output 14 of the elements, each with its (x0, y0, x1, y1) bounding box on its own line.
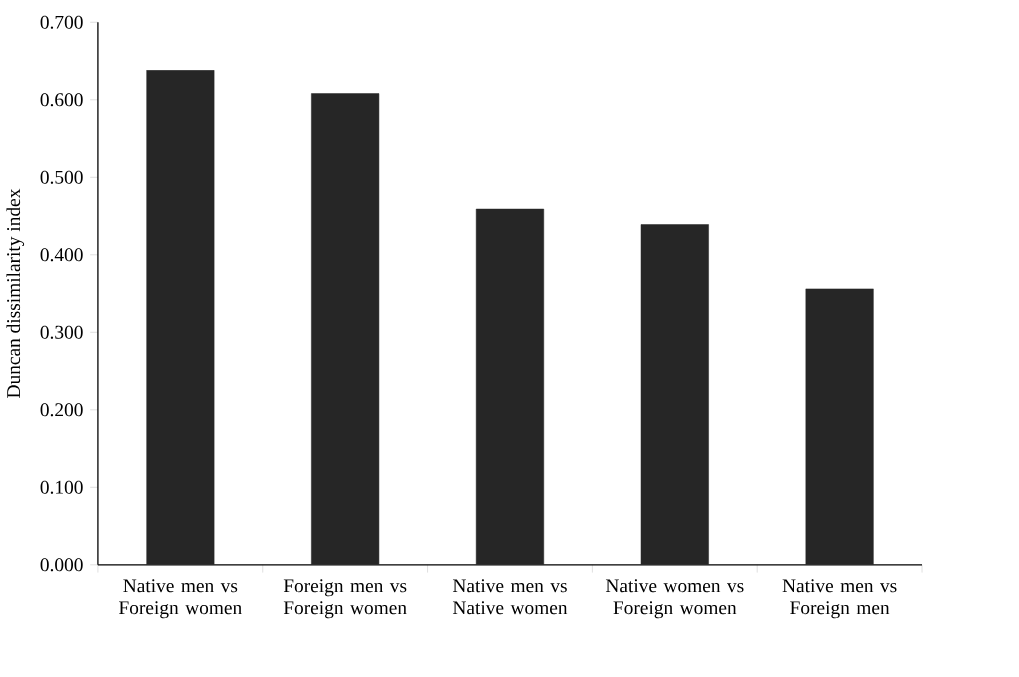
x-tick-label: Native men vs Native women (452, 579, 568, 615)
y-tick-label: 0.600 (40, 93, 83, 107)
y-axis-title: Duncan dissimilarity index (6, 188, 25, 398)
x-tick-label: Native women vs Foreign women (605, 579, 744, 619)
y-tick-label: 0.500 (40, 170, 83, 184)
y-tick-label: 0.200 (40, 403, 83, 417)
y-tick-label: 0.100 (40, 480, 83, 494)
x-tick-label: Foreign men vs Foreign women (283, 579, 407, 619)
y-tick-label: 0.000 (40, 558, 83, 572)
x-tick-label: Native men vs Foreign men (782, 579, 897, 619)
y-tick-label: 0.300 (40, 325, 83, 339)
x-tick-label: Native men vs Foreign women (119, 579, 242, 619)
y-tick-label: 0.400 (40, 248, 83, 262)
y-tick-label: 0.700 (40, 15, 83, 29)
